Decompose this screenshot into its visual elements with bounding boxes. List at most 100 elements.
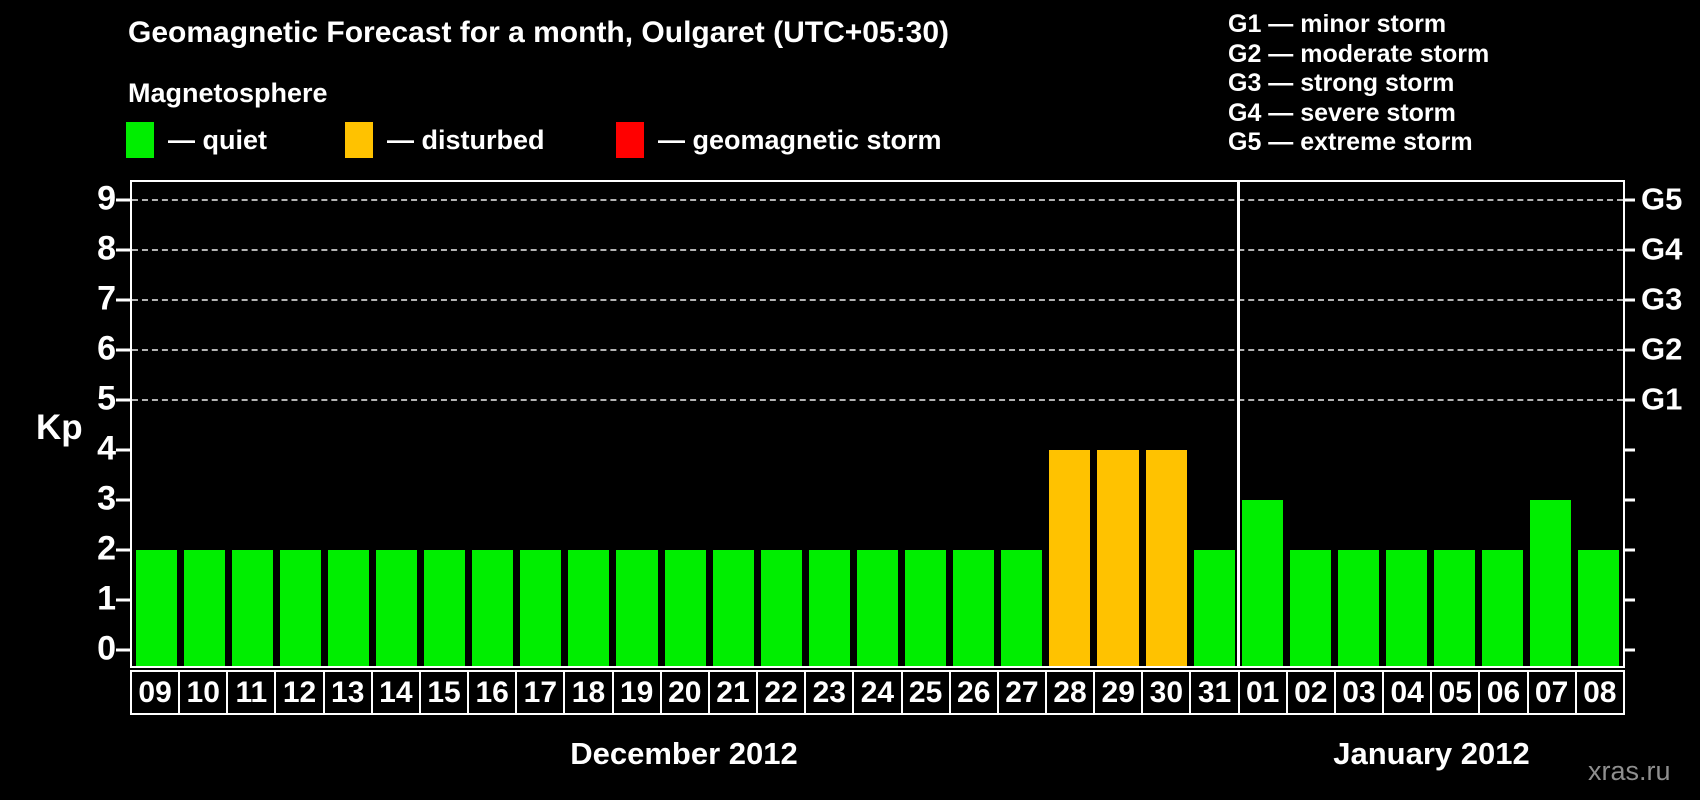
day-cell: 22 [758, 672, 805, 713]
day-cell: 14 [372, 672, 419, 713]
g-legend-item: G5 — extreme storm [1228, 128, 1473, 156]
g-legend-item: G2 — moderate storm [1228, 39, 1490, 68]
kp-bar [183, 550, 225, 666]
month-separator-line [1236, 182, 1240, 666]
y-axis-tick-label: 6 [97, 329, 116, 368]
day-cell: 25 [902, 672, 949, 713]
right-axis-g-label: G1 [1641, 381, 1683, 417]
kp-bar [472, 550, 514, 666]
y-axis-tick [116, 298, 130, 302]
day-cell: 20 [661, 672, 708, 713]
day-cell: 12 [276, 672, 323, 713]
y-axis-tick [116, 448, 130, 452]
g-legend-item: G1 — minor storm [1228, 10, 1447, 38]
day-cell: 28 [1046, 672, 1094, 713]
day-cell: 03 [1335, 672, 1383, 713]
y-axis-tick [116, 348, 130, 352]
legend-item-disturbed: — disturbed [345, 120, 545, 160]
kp-bar [279, 550, 321, 666]
quiet-color-swatch-icon [126, 122, 154, 158]
right-axis-tick [1625, 598, 1635, 602]
day-cell: 27 [998, 672, 1045, 713]
gridline [132, 349, 1623, 351]
legend-item-quiet: — quiet [126, 120, 267, 160]
right-axis-g-label: G5 [1641, 181, 1683, 217]
y-axis-tick [116, 198, 130, 202]
day-cell: 26 [950, 672, 997, 713]
day-cell: 05 [1432, 672, 1479, 713]
kp-bar [905, 550, 947, 666]
kp-bar [1001, 550, 1043, 666]
right-axis-tick [1625, 398, 1635, 402]
kp-bar [760, 550, 802, 666]
kp-bar [953, 550, 995, 666]
month-label-december: December 2012 [570, 736, 798, 771]
right-axis-tick [1625, 348, 1635, 352]
y-axis-tick [116, 498, 130, 502]
kp-bar [1578, 550, 1620, 666]
kp-bar [231, 550, 273, 666]
right-axis-tick [1625, 498, 1635, 502]
kp-bar [808, 550, 850, 666]
legend-item-label: — disturbed [387, 124, 545, 155]
kp-bar [1337, 550, 1379, 666]
y-axis-tick-label: 1 [97, 579, 116, 618]
y-axis-tick [116, 548, 130, 552]
right-axis-g-label: G2 [1641, 331, 1683, 367]
kp-bar [1241, 500, 1283, 666]
watermark: xras.ru [1588, 756, 1671, 786]
gridline [132, 249, 1623, 251]
kp-bar [1097, 450, 1139, 666]
kp-bar [1530, 500, 1572, 666]
day-cell: 09 [132, 672, 179, 713]
kp-bar [616, 550, 658, 666]
y-axis-tick [116, 648, 130, 652]
kp-bar [1482, 550, 1524, 666]
right-axis-tick [1625, 298, 1635, 302]
disturbed-color-swatch-icon [345, 122, 373, 158]
kp-bar [568, 550, 610, 666]
y-axis-tick-label: 0 [97, 629, 116, 668]
day-cell: 17 [517, 672, 564, 713]
day-cell: 11 [228, 672, 275, 713]
day-cell: 29 [1095, 672, 1142, 713]
day-cell: 23 [806, 672, 853, 713]
y-axis-tick [116, 248, 130, 252]
legend-heading: Magnetosphere [128, 78, 328, 108]
right-axis-tick [1625, 198, 1635, 202]
day-cell: 07 [1528, 672, 1575, 713]
day-cell: 15 [420, 672, 468, 713]
kp-bar [424, 550, 466, 666]
right-axis-tick [1625, 648, 1635, 652]
page-title: Geomagnetic Forecast for a month, Oulgar… [128, 16, 950, 49]
right-axis-g-label: G3 [1641, 281, 1683, 317]
day-cell: 18 [565, 672, 612, 713]
y-axis-tick-label: 7 [97, 279, 116, 318]
day-cell: 13 [324, 672, 371, 713]
y-axis-tick-label: 4 [97, 429, 116, 468]
kp-bar [1049, 450, 1091, 666]
g-legend-item: G4 — severe storm [1228, 98, 1456, 127]
day-cell: 10 [180, 672, 227, 713]
y-axis-tick-label: 3 [97, 479, 116, 518]
kp-bar [327, 550, 369, 666]
kp-bar [1145, 450, 1187, 666]
kp-bar-chart-plot-area: 0 1 2 3 4 5 6 7 8 9 G1 G2 G3 G4 G5 [97, 180, 1682, 668]
legend-item-geomagnetic-storm: — geomagnetic storm [616, 120, 942, 160]
day-cell: 21 [709, 672, 757, 713]
y-axis-label-kp: Kp [36, 408, 83, 447]
right-axis-tick [1625, 548, 1635, 552]
gridline [132, 299, 1623, 301]
y-axis-tick-label: 5 [97, 379, 116, 418]
day-cell: 30 [1143, 672, 1190, 713]
g-scale-legend: G1 — minor storm G2 — moderate storm G3 — … [1228, 10, 1489, 158]
day-cell: 08 [1576, 672, 1623, 713]
kp-bar [664, 550, 706, 666]
y-axis-tick-label: 8 [97, 229, 116, 268]
kp-bar [1289, 550, 1331, 666]
kp-bar [1434, 550, 1476, 666]
right-axis-g-label: G4 [1641, 231, 1683, 267]
y-axis-tick [116, 598, 130, 602]
y-axis-tick [116, 398, 130, 402]
day-cell: 04 [1384, 672, 1431, 713]
